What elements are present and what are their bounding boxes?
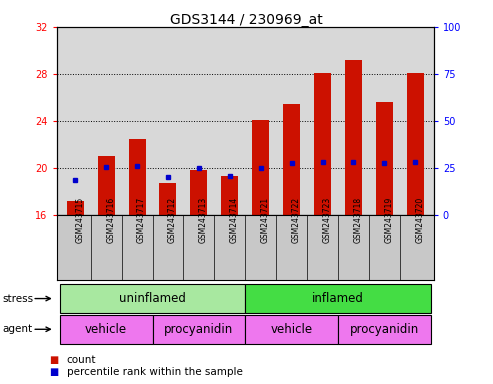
Text: uninflamed: uninflamed: [119, 292, 186, 305]
Bar: [152, 315, 246, 344]
Bar: [60, 284, 246, 313]
Text: GSM243714: GSM243714: [230, 197, 239, 243]
Bar: [245, 284, 431, 313]
Bar: [376, 102, 393, 215]
Bar: [159, 183, 176, 215]
Bar: [283, 104, 300, 215]
Text: GSM243722: GSM243722: [292, 197, 301, 243]
Bar: [314, 73, 331, 215]
Text: GSM243719: GSM243719: [385, 197, 393, 243]
Text: procyanidin: procyanidin: [164, 323, 234, 336]
Text: GSM243723: GSM243723: [322, 197, 332, 243]
Bar: [60, 315, 152, 344]
Text: procyanidin: procyanidin: [350, 323, 419, 336]
Bar: [407, 73, 424, 215]
Text: GSM243712: GSM243712: [168, 197, 177, 243]
Bar: [67, 201, 84, 215]
Text: GSM243718: GSM243718: [353, 197, 362, 243]
Text: agent: agent: [2, 324, 33, 334]
Text: GSM243716: GSM243716: [106, 197, 115, 243]
Text: vehicle: vehicle: [85, 323, 127, 336]
Bar: [245, 315, 338, 344]
Bar: [338, 315, 431, 344]
Text: GSM243721: GSM243721: [261, 197, 270, 243]
Text: GSM243713: GSM243713: [199, 197, 208, 243]
Text: stress: stress: [2, 294, 34, 304]
Text: ■: ■: [49, 367, 59, 377]
Text: ■: ■: [49, 355, 59, 365]
Text: count: count: [67, 355, 96, 365]
Text: percentile rank within the sample: percentile rank within the sample: [67, 367, 243, 377]
Text: vehicle: vehicle: [271, 323, 313, 336]
Text: GSM243720: GSM243720: [415, 197, 424, 243]
Text: inflamed: inflamed: [312, 292, 364, 305]
Bar: [129, 139, 145, 215]
Bar: [190, 170, 208, 215]
Text: GSM243717: GSM243717: [137, 197, 146, 243]
Text: GSM243715: GSM243715: [75, 197, 84, 243]
Text: GDS3144 / 230969_at: GDS3144 / 230969_at: [170, 13, 323, 27]
Bar: [252, 120, 269, 215]
Bar: [221, 176, 238, 215]
Bar: [98, 156, 115, 215]
Bar: [345, 60, 362, 215]
